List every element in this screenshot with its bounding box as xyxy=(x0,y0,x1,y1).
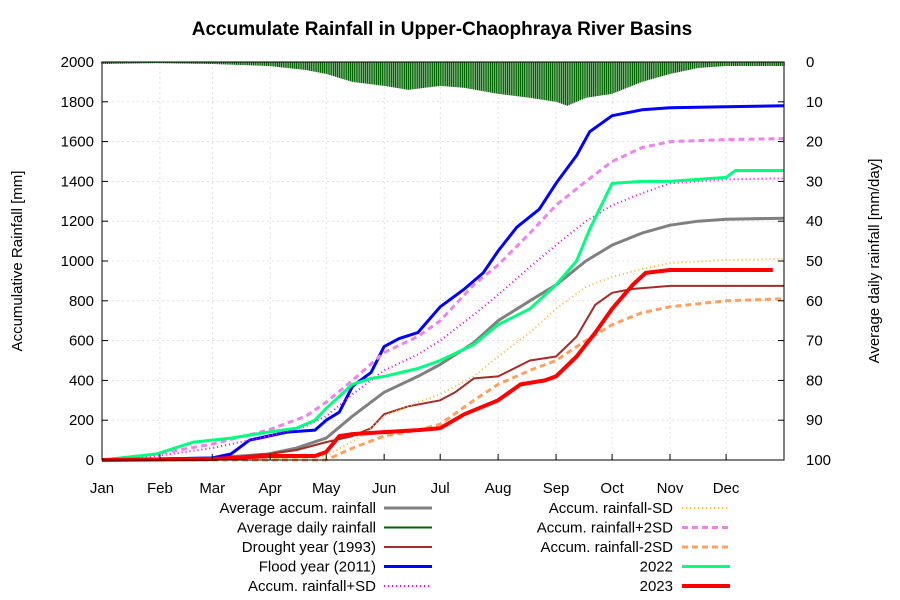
x-tick-label: Feb xyxy=(147,480,173,497)
y-tick-label: 800 xyxy=(69,293,94,310)
x-tick-label: Nov xyxy=(657,480,684,497)
series-line-minus_2sd xyxy=(102,297,785,462)
y2-tick-label: 90 xyxy=(806,412,823,429)
legend-label: Accum. rainfall+2SD xyxy=(537,520,673,537)
series-lines xyxy=(101,104,785,462)
y-tick-label: 2000 xyxy=(61,54,94,71)
y-tick-label: 600 xyxy=(69,333,94,350)
y-tick-label: 200 xyxy=(69,412,94,429)
y-tick-label: 0 xyxy=(86,452,94,469)
grid-lines xyxy=(101,61,784,461)
y-tick-label: 1200 xyxy=(61,213,94,230)
legend-label: Accum. rainfall-2SD xyxy=(540,539,673,556)
x-tick-label: Dec xyxy=(713,480,740,497)
y2-tick-label: 80 xyxy=(806,372,823,389)
y2-tick-label: 40 xyxy=(806,213,823,230)
legend-label: Accum. rainfall-SD xyxy=(549,500,673,517)
series-line-average xyxy=(101,216,785,462)
y2-tick-label: 30 xyxy=(806,173,823,190)
series-line-drought xyxy=(101,284,784,461)
x-tick-label: Apr xyxy=(258,480,281,497)
legend-label: 2023 xyxy=(640,578,673,595)
y2-tick-label: 60 xyxy=(806,293,823,310)
legend-label: 2022 xyxy=(640,559,673,576)
y-tick-label: 1000 xyxy=(61,253,94,270)
x-tick-label: Oct xyxy=(600,480,624,497)
y-tick-label: 400 xyxy=(69,372,94,389)
y-axis-label: Accumulative Rainfall [mm] xyxy=(9,171,26,352)
y2-axis-label: Average daily rainfall [mm/day] xyxy=(866,159,883,364)
y-tick-label: 1600 xyxy=(61,134,94,151)
series-line-y2023 xyxy=(101,268,773,462)
legend-label: Drought year (1993) xyxy=(242,539,376,556)
x-tick-label: Jan xyxy=(90,480,114,497)
x-tick-label: May xyxy=(312,480,341,497)
series-line-minus_sd xyxy=(101,258,785,461)
x-tick-label: Jul xyxy=(431,480,450,497)
y2-tick-label: 0 xyxy=(806,54,814,71)
y-tick-label: 1800 xyxy=(61,94,94,111)
legend-label: Average daily rainfall xyxy=(237,520,376,537)
y2-tick-label: 70 xyxy=(806,333,823,350)
y2-tick-label: 100 xyxy=(806,452,831,469)
x-tick-label: Jun xyxy=(372,480,396,497)
legend: Average accum. rainfall Average daily rai… xyxy=(220,500,730,595)
y-tick-label: 1400 xyxy=(61,173,94,190)
axis-ticks: 0200400600800100012001400160018002000100… xyxy=(61,54,831,497)
legend-label: Accum. rainfall+SD xyxy=(248,578,376,595)
x-tick-label: Aug xyxy=(485,480,512,497)
daily-rainfall-bars xyxy=(101,62,785,106)
series-line-flood xyxy=(101,104,785,462)
y2-tick-label: 50 xyxy=(806,253,823,270)
legend-label: Flood year (2011) xyxy=(259,559,376,576)
y2-tick-label: 10 xyxy=(806,94,823,111)
series-line-plus_2sd xyxy=(101,137,785,462)
legend-label: Average accum. rainfall xyxy=(220,500,376,517)
chart-title: Accumulate Rainfall in Upper-Chaophraya … xyxy=(192,19,692,40)
y2-tick-label: 20 xyxy=(806,134,823,151)
x-tick-label: Mar xyxy=(199,480,225,497)
series-line-y2022 xyxy=(101,169,784,462)
x-tick-label: Sep xyxy=(543,480,570,497)
series-line-plus_sd xyxy=(101,177,785,461)
